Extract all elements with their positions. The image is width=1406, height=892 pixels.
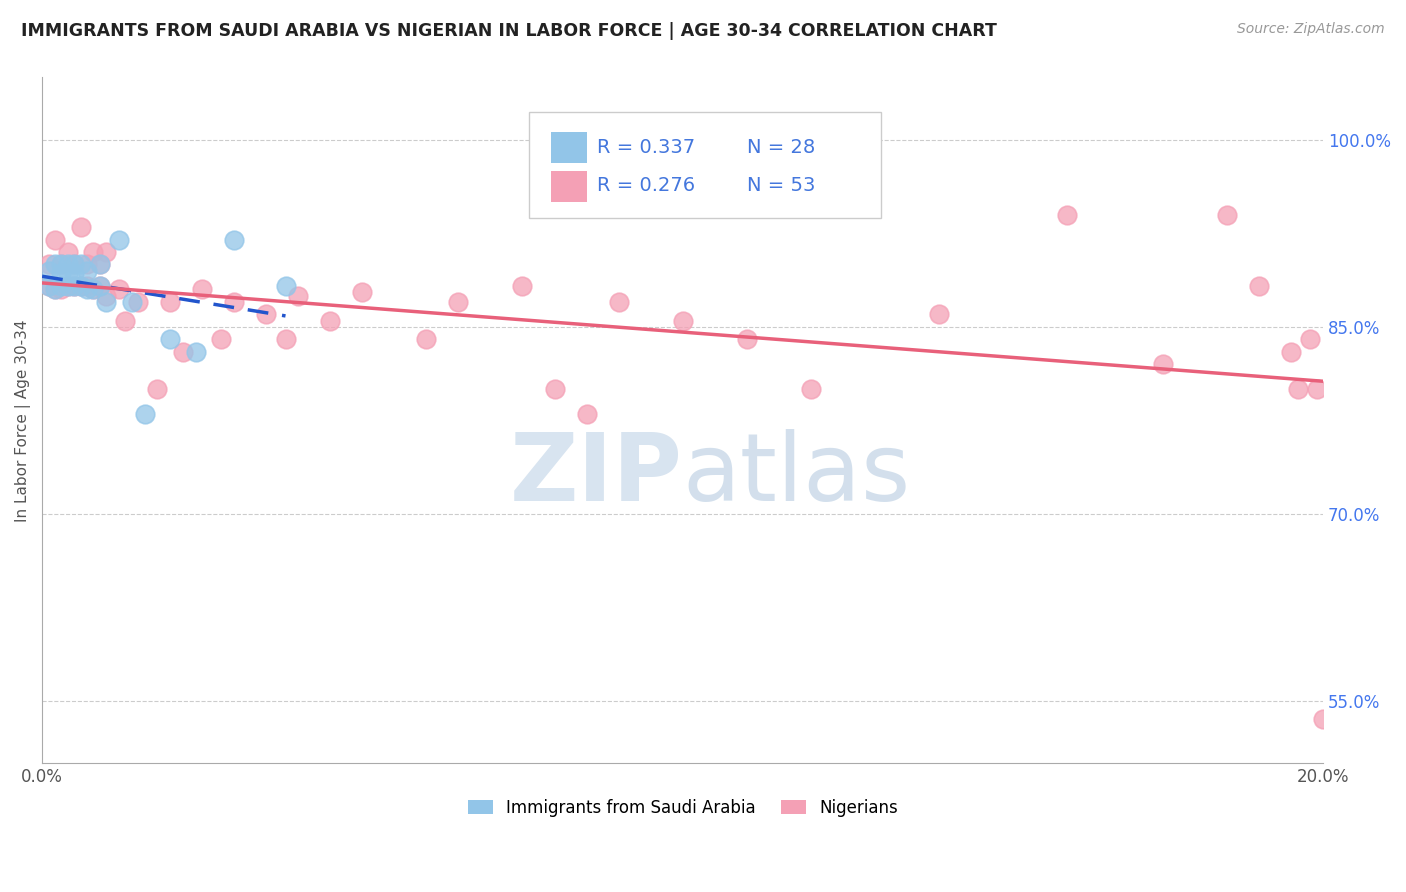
Point bbox=[319, 313, 342, 327]
Point bbox=[76, 278, 98, 293]
Point bbox=[76, 257, 98, 271]
Point bbox=[127, 294, 149, 309]
Point bbox=[146, 382, 169, 396]
Point bbox=[63, 266, 86, 280]
Point bbox=[76, 263, 98, 277]
Point bbox=[56, 244, 79, 259]
Text: ZIP: ZIP bbox=[510, 429, 683, 521]
Point bbox=[134, 407, 156, 421]
Point bbox=[447, 294, 470, 309]
Point bbox=[89, 278, 111, 293]
Point bbox=[82, 282, 104, 296]
Point bbox=[56, 278, 79, 293]
Point bbox=[1306, 382, 1329, 396]
Point bbox=[56, 257, 79, 271]
Point bbox=[543, 382, 565, 396]
Point bbox=[69, 278, 91, 293]
Point bbox=[63, 257, 86, 271]
Point bbox=[1249, 278, 1271, 293]
Point bbox=[1286, 382, 1309, 396]
Point bbox=[69, 278, 91, 293]
Point bbox=[44, 233, 66, 247]
Point bbox=[63, 257, 86, 271]
Point bbox=[44, 257, 66, 271]
Point bbox=[44, 282, 66, 296]
Point bbox=[96, 294, 118, 309]
Point bbox=[735, 332, 758, 346]
Point bbox=[172, 344, 194, 359]
Point bbox=[89, 257, 111, 271]
Point bbox=[287, 288, 309, 302]
Legend: Immigrants from Saudi Arabia, Nigerians: Immigrants from Saudi Arabia, Nigerians bbox=[461, 792, 904, 823]
Y-axis label: In Labor Force | Age 30-34: In Labor Force | Age 30-34 bbox=[15, 319, 31, 522]
FancyBboxPatch shape bbox=[551, 132, 586, 163]
Point bbox=[76, 282, 98, 296]
Point bbox=[114, 313, 136, 327]
Point bbox=[89, 257, 111, 271]
Point bbox=[159, 332, 181, 346]
Point bbox=[159, 294, 181, 309]
Point bbox=[38, 278, 60, 293]
Text: N = 28: N = 28 bbox=[747, 138, 815, 157]
Point bbox=[575, 407, 598, 421]
Point bbox=[51, 266, 73, 280]
Point bbox=[108, 233, 131, 247]
Point bbox=[96, 244, 118, 259]
Point bbox=[1312, 713, 1334, 727]
Point bbox=[63, 278, 86, 293]
Point bbox=[51, 257, 73, 271]
FancyBboxPatch shape bbox=[529, 112, 882, 218]
Point bbox=[69, 257, 91, 271]
Point bbox=[108, 282, 131, 296]
Point bbox=[89, 278, 111, 293]
Point bbox=[51, 278, 73, 293]
Text: N = 53: N = 53 bbox=[747, 177, 815, 195]
Point bbox=[184, 344, 207, 359]
Point bbox=[191, 282, 214, 296]
Text: IMMIGRANTS FROM SAUDI ARABIA VS NIGERIAN IN LABOR FORCE | AGE 30-34 CORRELATION : IMMIGRANTS FROM SAUDI ARABIA VS NIGERIAN… bbox=[21, 22, 997, 40]
Point bbox=[1152, 357, 1174, 371]
Point bbox=[51, 282, 73, 296]
Point bbox=[82, 282, 104, 296]
Point bbox=[63, 278, 86, 293]
Point bbox=[51, 257, 73, 271]
Point bbox=[121, 294, 143, 309]
Point bbox=[254, 307, 277, 321]
Point bbox=[274, 332, 297, 346]
Point bbox=[1299, 332, 1322, 346]
Point bbox=[56, 278, 79, 293]
Point bbox=[1279, 344, 1302, 359]
Point bbox=[44, 282, 66, 296]
Point bbox=[38, 257, 60, 271]
Point bbox=[1056, 208, 1078, 222]
Text: R = 0.276: R = 0.276 bbox=[596, 177, 695, 195]
Point bbox=[38, 263, 60, 277]
Point bbox=[672, 313, 695, 327]
Point bbox=[211, 332, 233, 346]
Text: atlas: atlas bbox=[683, 429, 911, 521]
Point bbox=[274, 278, 297, 293]
Point bbox=[352, 285, 374, 299]
Point bbox=[928, 307, 950, 321]
Text: R = 0.337: R = 0.337 bbox=[596, 138, 695, 157]
Point bbox=[82, 244, 104, 259]
Point bbox=[800, 382, 823, 396]
Point bbox=[96, 288, 118, 302]
Point bbox=[69, 220, 91, 235]
Point bbox=[607, 294, 630, 309]
Point bbox=[1216, 208, 1239, 222]
Point bbox=[512, 278, 534, 293]
FancyBboxPatch shape bbox=[551, 171, 586, 202]
Point bbox=[224, 233, 246, 247]
Text: Source: ZipAtlas.com: Source: ZipAtlas.com bbox=[1237, 22, 1385, 37]
Point bbox=[415, 332, 437, 346]
Point bbox=[38, 278, 60, 293]
Point bbox=[224, 294, 246, 309]
Point bbox=[56, 268, 79, 282]
